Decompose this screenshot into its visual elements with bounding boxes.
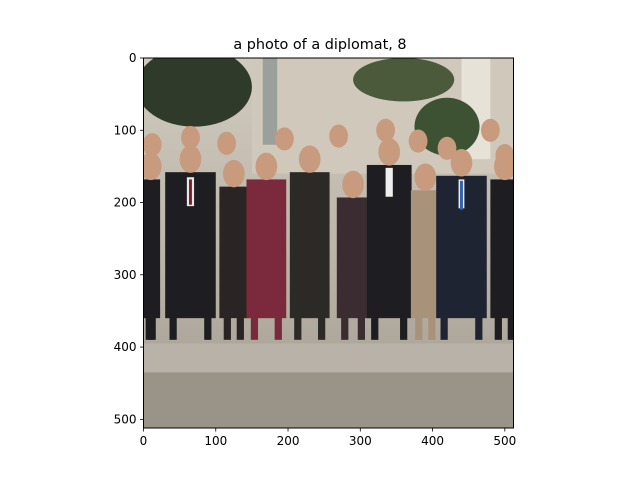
y-tick-label: 0 — [129, 51, 137, 65]
shrub-right — [414, 97, 480, 156]
person-leg — [223, 314, 231, 340]
chart-title: a photo of a diplomat, 8 — [233, 37, 406, 53]
person-leg — [475, 314, 483, 340]
person-leg — [204, 314, 212, 340]
person-body — [490, 179, 514, 319]
back-row-head — [217, 131, 236, 155]
person-leg — [507, 314, 514, 340]
axes-frame — [143, 57, 514, 429]
person-leg — [274, 314, 282, 340]
shirt — [385, 167, 393, 197]
x-tick-label: 200 — [277, 434, 300, 448]
person-leg — [428, 314, 436, 340]
back-row-head — [329, 124, 349, 148]
y-tick-label: 300 — [114, 268, 137, 282]
person-leg — [169, 314, 177, 340]
person-head — [222, 159, 245, 188]
person-leg — [494, 314, 502, 340]
y-tick-label: 100 — [114, 123, 137, 137]
person-body — [289, 172, 330, 319]
person-body — [410, 190, 440, 319]
person-leg — [236, 314, 244, 340]
building-column — [262, 58, 278, 145]
x-tick-label: 400 — [421, 434, 444, 448]
x-tick-label: 100 — [204, 434, 227, 448]
tie-blue — [460, 180, 463, 210]
back-row-head — [408, 129, 428, 153]
y-tick-label: 500 — [114, 412, 137, 426]
curb — [143, 343, 514, 373]
person-head — [143, 152, 162, 181]
x-axis: 0 100 200 300 400 500 — [140, 428, 516, 448]
person-head — [493, 152, 514, 181]
x-tick-label: 0 — [140, 434, 148, 448]
person-body — [219, 186, 249, 319]
back-row-head — [181, 125, 200, 150]
person-leg — [440, 314, 448, 340]
back-row-head — [480, 118, 500, 142]
x-tick-label: 500 — [493, 434, 516, 448]
photo-image — [143, 58, 514, 428]
back-row-head — [437, 136, 457, 160]
axes-border — [143, 57, 514, 429]
tree-left — [143, 58, 252, 127]
tie-red — [189, 179, 192, 205]
person-leg — [250, 314, 259, 340]
person-head — [298, 145, 321, 173]
person-head — [255, 152, 278, 181]
person-head — [378, 138, 401, 166]
palm-fronds — [353, 58, 455, 102]
person-leg — [294, 314, 302, 340]
person-body — [246, 179, 287, 319]
person-leg — [371, 314, 379, 340]
y-tick-label: 400 — [114, 340, 137, 354]
y-axis: 0 100 200 300 400 500 — [114, 51, 144, 426]
person-leg — [400, 314, 408, 340]
back-row-head — [143, 133, 162, 157]
person-head — [179, 145, 202, 173]
person-head — [450, 149, 473, 177]
back-row-head — [275, 127, 294, 151]
person-head — [342, 170, 364, 199]
person-leg — [148, 314, 156, 340]
x-tick-label: 300 — [349, 434, 372, 448]
person-leg — [341, 314, 349, 340]
back-row-head — [376, 118, 395, 142]
y-tick-label: 200 — [114, 196, 137, 210]
person-body — [143, 179, 161, 319]
person-leg — [318, 314, 326, 340]
person-body — [336, 197, 370, 319]
pavement — [143, 368, 514, 428]
person-head — [414, 163, 437, 191]
person-leg — [357, 314, 365, 340]
person-leg — [415, 314, 423, 340]
